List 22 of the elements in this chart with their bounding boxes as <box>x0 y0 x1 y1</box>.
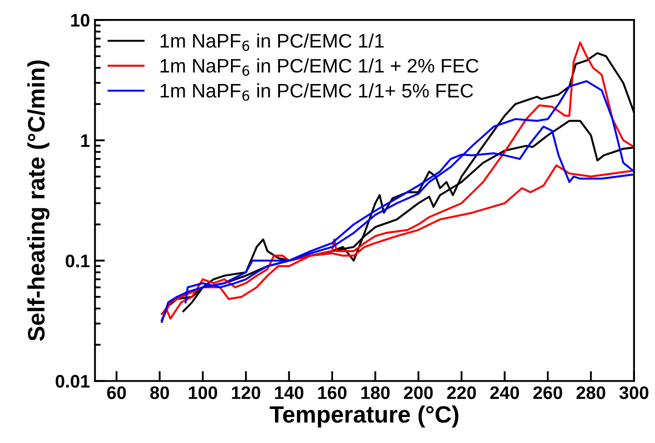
x-tick-label: 120 <box>232 386 260 400</box>
x-tick-label: 200 <box>404 386 433 400</box>
x-tick-label: 80 <box>150 386 169 400</box>
legend-label: 1m NaPF$_{6}$ in PC/EMC 1/1 + 2% FEC <box>160 58 478 76</box>
legend-label: 1m NaPF$_{6}$ in PC/EMC 1/1+ 5% FEC <box>160 83 474 101</box>
x-axis-title: Temperature (°C) <box>270 405 458 428</box>
y-tick-label: 1 <box>81 134 90 147</box>
y-axis-title: Self-heating rate (°C/min) <box>27 60 50 341</box>
x-tick-label: 180 <box>361 386 390 400</box>
x-tick-label: 220 <box>447 386 476 400</box>
x-tick-label: 160 <box>318 386 346 400</box>
x-tick-label: 60 <box>107 386 126 400</box>
x-tick-label: 140 <box>275 386 304 400</box>
legend-label: 1m NaPF$_{6}$ in PC/EMC 1/1 <box>160 33 384 51</box>
x-tick-label: 240 <box>490 386 519 400</box>
x-tick-label: 260 <box>533 386 562 400</box>
x-tick-label: 300 <box>619 386 648 400</box>
y-tick-label: 0.1 <box>66 254 90 268</box>
x-tick-label: 100 <box>188 386 218 400</box>
y-tick-label: 0.01 <box>56 374 90 388</box>
y-tick-label: 10 <box>71 14 90 27</box>
x-tick-label: 280 <box>576 386 606 400</box>
